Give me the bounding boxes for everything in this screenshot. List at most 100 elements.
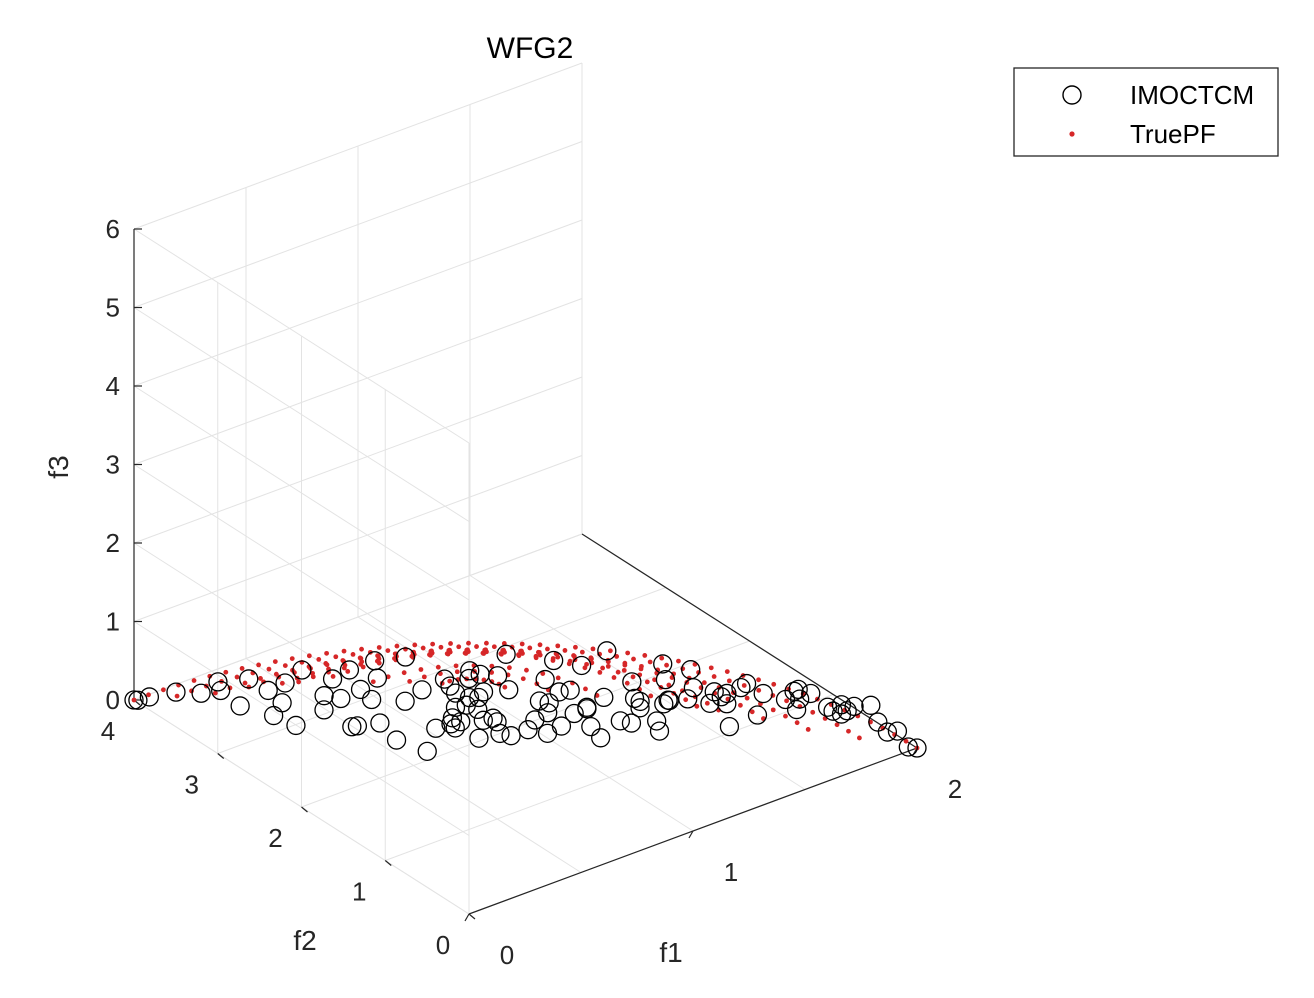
truepf-point — [160, 687, 166, 693]
imoctcm-point — [347, 716, 368, 736]
imoctcm-point — [314, 686, 334, 706]
imoctcm-point — [440, 676, 460, 696]
truepf-point — [407, 679, 413, 684]
truepf-point — [630, 674, 636, 680]
truepf-point — [583, 686, 588, 692]
truepf-point — [666, 682, 672, 688]
truepf-point — [506, 665, 512, 671]
imoctcm-point — [469, 728, 489, 748]
truepf-point — [340, 658, 346, 663]
truepf-point — [456, 644, 462, 650]
grid-line — [133, 228, 470, 444]
truepf-point — [624, 680, 630, 686]
imoctcm-point — [361, 689, 382, 710]
grid-line — [133, 141, 583, 308]
imoctcm-point — [468, 699, 488, 720]
truepf-point — [342, 662, 348, 668]
legend-imoctcm-label: IMOCTCM — [1130, 80, 1254, 110]
truepf-point — [708, 665, 714, 671]
truepf-point — [316, 656, 322, 662]
legend-truepf-label: TruePF — [1130, 119, 1216, 149]
z-tick-label: 2 — [106, 528, 120, 558]
truepf-point — [273, 671, 279, 677]
imoctcm-point — [549, 682, 569, 702]
imoctcm-point — [788, 679, 808, 700]
truepf-point — [375, 653, 380, 659]
truepf-point — [605, 663, 611, 669]
y-tick-mark — [301, 806, 308, 813]
y-tick-mark — [468, 913, 476, 920]
imoctcm-point — [459, 668, 479, 689]
truepf-point — [357, 655, 363, 661]
imoctcm-point — [286, 715, 306, 736]
truepf-point — [258, 676, 263, 681]
truepf-point — [341, 648, 347, 654]
imoctcm-point — [610, 711, 630, 731]
z-axis-label: f3 — [43, 455, 74, 478]
truepf-point — [333, 654, 339, 660]
truepf-point — [350, 651, 356, 657]
x-tick-label: 2 — [948, 774, 962, 804]
x-axis-label: f1 — [659, 937, 682, 968]
grid-line — [133, 542, 470, 758]
imoctcm-point — [470, 664, 490, 684]
truepf-point — [631, 656, 636, 662]
imoctcm-point — [395, 691, 415, 711]
truepf-point — [282, 663, 288, 668]
imoctcm-point — [456, 695, 476, 715]
truepf-point — [615, 669, 621, 675]
truepf-point — [518, 648, 523, 654]
truepf-point — [701, 680, 707, 686]
truepf-point — [683, 697, 689, 703]
imoctcm-point — [367, 668, 388, 688]
truepf-point — [694, 703, 700, 709]
truepf-point — [562, 648, 568, 653]
truepf-point — [614, 654, 620, 659]
truepf-point — [600, 665, 606, 671]
z-tick-label: 6 — [106, 214, 120, 244]
imoctcm-point — [658, 690, 678, 710]
truepf-point — [519, 641, 525, 647]
imoctcm-point — [445, 718, 465, 738]
truepf-point — [242, 680, 248, 686]
imoctcm-point — [831, 695, 852, 715]
imoctcm-point — [837, 701, 857, 721]
truepf-point — [323, 660, 329, 666]
chart-title: WFG2 — [487, 32, 574, 65]
truepf-point — [771, 681, 777, 687]
imoctcm-point — [525, 710, 545, 730]
grid-line — [301, 640, 750, 808]
truepf-point — [520, 676, 526, 682]
grid-lines — [133, 62, 918, 915]
legend: IMOCTCM TruePF — [1013, 67, 1279, 157]
truepf-point — [474, 644, 479, 649]
imoctcm-point — [717, 683, 737, 704]
truepf-point — [448, 641, 453, 646]
imoctcm-point — [577, 697, 597, 717]
x-tick-label: 1 — [724, 857, 738, 887]
grid-line — [133, 298, 583, 465]
imoctcm-point — [817, 697, 838, 717]
imoctcm-point — [499, 680, 519, 700]
imoctcm-point — [736, 673, 757, 694]
z-tick-label: 5 — [106, 293, 120, 323]
truepf-point — [296, 679, 302, 685]
truepf-point — [784, 698, 789, 704]
imoctcm-point — [529, 691, 550, 711]
truepf-point — [711, 674, 717, 679]
y-axis-label: f2 — [293, 925, 316, 956]
imoctcm-point — [683, 678, 704, 698]
grid-line — [133, 464, 470, 679]
truepf-point — [446, 648, 452, 653]
truepf-point — [590, 646, 596, 652]
truepf-point — [310, 670, 315, 676]
truepf-point — [584, 661, 589, 667]
imoctcm-point — [473, 710, 493, 730]
imoctcm-point — [731, 678, 751, 698]
truepf-point — [516, 652, 521, 658]
imoctcm-point — [591, 728, 611, 748]
truepf-point — [555, 675, 561, 681]
imoctcm-point — [655, 669, 676, 690]
truepf-point — [454, 669, 460, 675]
imoctcm-point — [704, 682, 724, 702]
